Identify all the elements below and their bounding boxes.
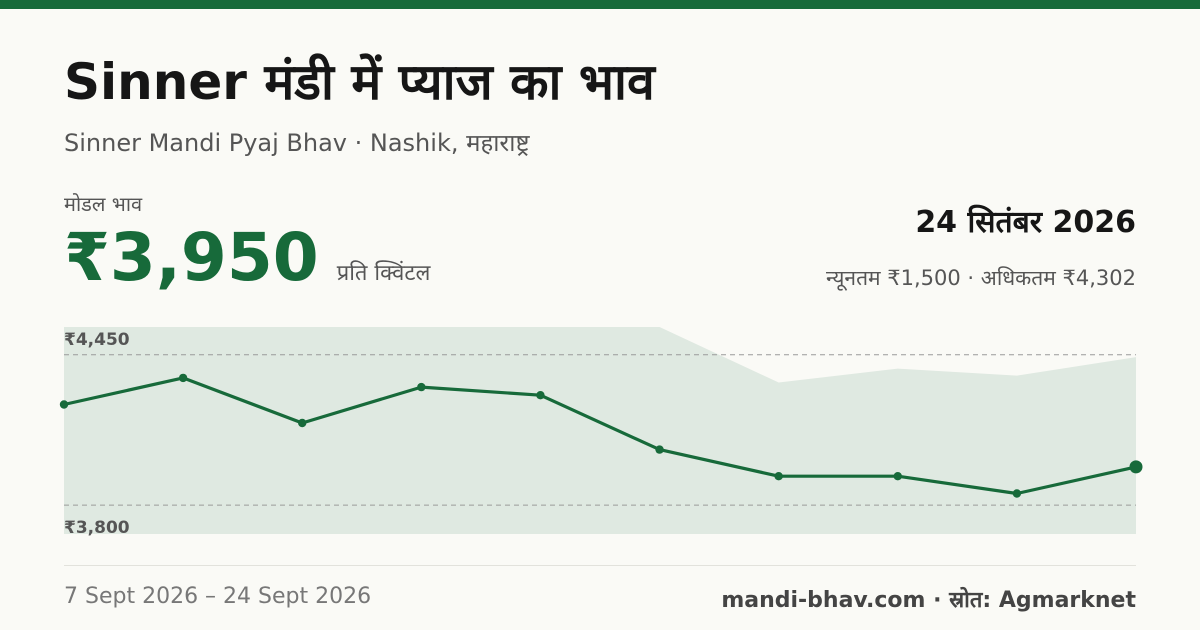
modal-price-row: ₹3,950 प्रति क्विंटल — [64, 219, 431, 296]
modal-price-value: ₹3,950 — [64, 219, 319, 296]
price-range-band — [64, 327, 1136, 534]
price-point — [536, 391, 545, 400]
latest-price-point — [1129, 460, 1143, 474]
price-series-line — [62, 376, 1138, 496]
price-point — [655, 445, 664, 454]
page-title: Sinner मंडी में प्याज का भाव — [64, 53, 655, 111]
page-subtitle: Sinner Mandi Pyaj Bhav · Nashik, महाराष्… — [64, 129, 530, 157]
price-point — [298, 418, 307, 428]
price-point — [774, 472, 783, 481]
modal-price-label: मोडल भाव — [64, 192, 143, 216]
price-point — [893, 472, 902, 481]
price-date: 24 सितंबर 2026 — [915, 205, 1136, 240]
source-credit: mandi-bhav.com · स्रोत: Agmarknet — [721, 588, 1136, 613]
price-point — [178, 373, 188, 383]
price-trend-chart: ₹4,450 ₹3,800 — [59, 327, 1143, 538]
y-tick-label: ₹3,800 — [64, 518, 130, 538]
modal-price-unit: प्रति क्विंटल — [336, 261, 431, 286]
footer-divider — [64, 565, 1136, 566]
min-max-price: न्यूनतम ₹1,500 · अधिकतम ₹4,302 — [826, 266, 1136, 290]
top-accent-bar — [0, 0, 1200, 9]
date-range: 7 Sept 2026 – 24 Sept 2026 — [64, 584, 372, 609]
price-point — [417, 382, 426, 392]
y-tick-label: ₹4,450 — [64, 330, 130, 350]
price-point — [1012, 489, 1022, 498]
price-point — [59, 400, 69, 409]
